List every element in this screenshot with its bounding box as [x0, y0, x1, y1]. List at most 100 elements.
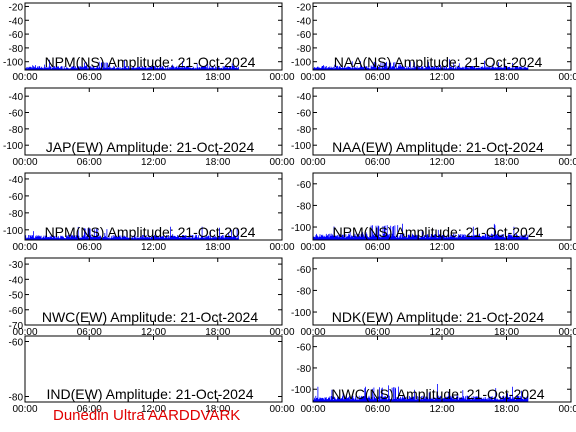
y-tick-label: -70 — [9, 321, 24, 332]
x-tick-label: 06:00 — [77, 157, 102, 168]
panel-title: NPM(NS) Amplitude: 21-Oct-2024 — [45, 224, 256, 240]
y-tick-label: -80 — [297, 44, 312, 55]
x-tick-label: 00:00 — [12, 157, 37, 168]
x-tick-label: 12:00 — [429, 327, 454, 338]
x-tick-label: 12:00 — [141, 404, 166, 415]
panel-title: NDK(EW) Amplitude: 21-Oct-2024 — [332, 309, 545, 325]
x-tick-label: 06:00 — [365, 242, 390, 253]
y-tick-label: -80 — [297, 286, 312, 297]
y-tick-label: -40 — [297, 16, 312, 27]
y-tick-label: -30 — [9, 260, 24, 271]
y-tick-label: -100 — [3, 141, 23, 152]
x-tick-label: 00:00 — [12, 242, 37, 253]
x-tick-label: 00:00 — [12, 404, 37, 415]
x-tick-label: 00:00 — [558, 327, 576, 338]
x-tick-label: 06:00 — [365, 72, 390, 83]
y-tick-label: -80 — [297, 201, 312, 212]
x-tick-label: 12:00 — [141, 157, 166, 168]
x-tick-label: 00:00 — [269, 157, 294, 168]
x-tick-label: 18:00 — [494, 404, 519, 415]
y-tick-label: -40 — [297, 92, 312, 103]
y-tick-label: -80 — [9, 125, 24, 136]
panel-title: IND(EW) Amplitude: 21-Oct-2024 — [47, 386, 254, 402]
y-tick-label: -80 — [9, 44, 24, 55]
y-tick-label: -40 — [9, 92, 24, 103]
x-tick-label: 12:00 — [141, 72, 166, 83]
x-tick-label: 18:00 — [494, 157, 519, 168]
panel-title: NPM(NS) Amplitude: 21-Oct-2024 — [333, 224, 544, 240]
y-tick-label: -60 — [9, 30, 24, 41]
x-tick-label: 00:00 — [300, 157, 325, 168]
y-tick-label: -60 — [9, 306, 24, 317]
y-tick-label: -60 — [297, 109, 312, 120]
y-tick-label: -80 — [9, 393, 24, 404]
y-tick-label: -60 — [9, 338, 24, 349]
y-tick-label: -80 — [297, 125, 312, 136]
x-tick-label: 00:00 — [558, 404, 576, 415]
x-tick-label: 12:00 — [429, 157, 454, 168]
x-tick-label: 00:00 — [300, 327, 325, 338]
y-tick-label: -40 — [9, 175, 24, 186]
x-tick-label: 00:00 — [269, 327, 294, 338]
y-tick-label: -100 — [291, 308, 311, 319]
y-tick-label: -100 — [291, 58, 311, 69]
x-tick-label: 18:00 — [494, 72, 519, 83]
x-tick-label: 12:00 — [429, 242, 454, 253]
y-tick-label: -60 — [297, 343, 312, 354]
x-tick-label: 00:00 — [558, 72, 576, 83]
y-tick-label: -60 — [297, 30, 312, 41]
x-tick-label: 18:00 — [205, 72, 230, 83]
x-tick-label: 18:00 — [205, 404, 230, 415]
y-tick-label: -60 — [297, 265, 312, 276]
x-tick-label: 00:00 — [269, 404, 294, 415]
x-tick-label: 06:00 — [77, 404, 102, 415]
panel-title: JAP(EW) Amplitude: 21-Oct-2024 — [46, 139, 255, 155]
x-tick-label: 00:00 — [300, 242, 325, 253]
x-tick-label: 00:00 — [300, 72, 325, 83]
x-tick-label: 06:00 — [77, 72, 102, 83]
x-tick-label: 00:00 — [269, 72, 294, 83]
x-tick-label: 00:00 — [12, 72, 37, 83]
y-tick-label: -100 — [291, 141, 311, 152]
panel-title: NWC(EW) Amplitude: 21-Oct-2024 — [42, 309, 258, 325]
x-tick-label: 00:00 — [558, 242, 576, 253]
x-tick-label: 18:00 — [494, 242, 519, 253]
x-tick-label: 18:00 — [494, 327, 519, 338]
x-tick-label: 06:00 — [365, 404, 390, 415]
x-tick-label: 00:00 — [269, 242, 294, 253]
y-tick-label: -60 — [9, 192, 24, 203]
y-tick-label: -60 — [9, 109, 24, 120]
x-tick-label: 18:00 — [205, 242, 230, 253]
x-tick-label: 06:00 — [77, 327, 102, 338]
panel-title: NAA(EW) Amplitude: 21-Oct-2024 — [332, 139, 544, 155]
x-tick-label: 12:00 — [141, 242, 166, 253]
x-tick-label: 00:00 — [12, 327, 37, 338]
y-tick-label: -80 — [9, 209, 24, 220]
footer-label: Dunedin Ultra AARDDVARK — [53, 407, 241, 424]
y-tick-label: -40 — [9, 16, 24, 27]
x-tick-label: 06:00 — [77, 242, 102, 253]
x-tick-label: 12:00 — [429, 72, 454, 83]
panel-title: NWC(NS) Amplitude: 21-Oct-2024 — [331, 386, 544, 402]
x-tick-label: 12:00 — [141, 327, 166, 338]
x-tick-label: 00:00 — [300, 404, 325, 415]
y-tick-label: -60 — [297, 180, 312, 191]
x-tick-label: 06:00 — [365, 327, 390, 338]
panel-title: NPM(NS) Amplitude: 21-Oct-2024 — [45, 54, 256, 70]
y-tick-label: -100 — [3, 226, 23, 237]
y-tick-label: -100 — [291, 223, 311, 234]
y-tick-label: -100 — [291, 385, 311, 396]
y-tick-label: -80 — [297, 364, 312, 375]
x-tick-label: 18:00 — [205, 157, 230, 168]
x-tick-label: 06:00 — [365, 157, 390, 168]
x-tick-label: 18:00 — [205, 327, 230, 338]
x-tick-label: 00:00 — [558, 157, 576, 168]
y-tick-label: -20 — [9, 2, 24, 13]
y-tick-label: -100 — [3, 58, 23, 69]
y-tick-label: -20 — [297, 2, 312, 13]
panel-title: NAA(NS) Amplitude: 21-Oct-2024 — [334, 54, 543, 70]
y-tick-label: -40 — [9, 275, 24, 286]
y-tick-label: -50 — [9, 291, 24, 302]
x-tick-label: 12:00 — [429, 404, 454, 415]
